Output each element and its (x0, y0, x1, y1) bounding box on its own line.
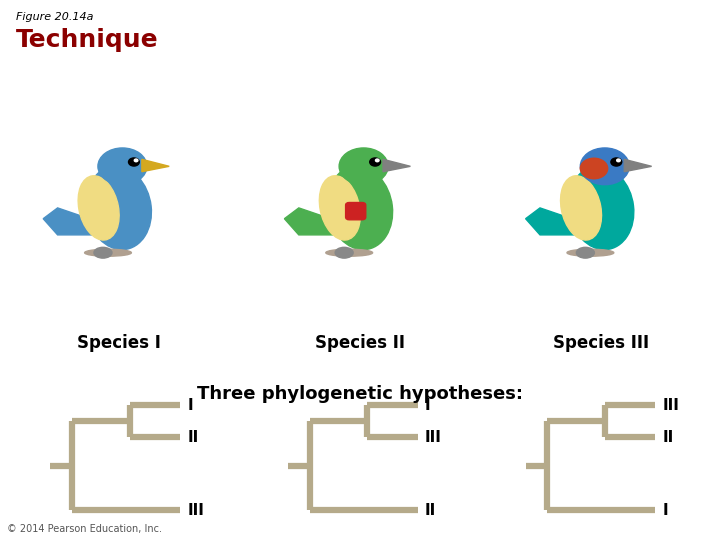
FancyBboxPatch shape (346, 202, 366, 220)
Text: Figure 20.14a: Figure 20.14a (16, 12, 94, 22)
Ellipse shape (336, 172, 391, 244)
Text: Species II: Species II (315, 334, 405, 352)
Circle shape (580, 148, 629, 185)
Circle shape (134, 159, 138, 162)
Polygon shape (383, 159, 410, 172)
Text: © 2014 Pearson Education, Inc.: © 2014 Pearson Education, Inc. (7, 523, 162, 534)
Circle shape (339, 148, 388, 185)
Ellipse shape (335, 247, 353, 258)
Ellipse shape (567, 249, 613, 256)
Ellipse shape (580, 158, 608, 179)
Polygon shape (624, 159, 652, 172)
Text: I: I (662, 503, 668, 518)
Text: I: I (187, 397, 193, 413)
Ellipse shape (95, 172, 150, 244)
Ellipse shape (561, 176, 601, 240)
Text: III: III (662, 397, 679, 413)
Ellipse shape (94, 247, 112, 258)
Text: II: II (425, 503, 436, 518)
Polygon shape (43, 208, 97, 235)
Circle shape (376, 159, 379, 162)
Ellipse shape (320, 176, 360, 240)
Text: II: II (187, 430, 199, 445)
Circle shape (370, 158, 380, 166)
Circle shape (98, 148, 147, 185)
Ellipse shape (325, 249, 373, 256)
Ellipse shape (78, 176, 119, 240)
Ellipse shape (85, 249, 132, 256)
Circle shape (617, 159, 621, 162)
Ellipse shape (577, 247, 595, 258)
Polygon shape (526, 208, 580, 235)
Ellipse shape (86, 166, 151, 249)
Ellipse shape (569, 166, 634, 249)
Text: I: I (425, 397, 431, 413)
Text: Species III: Species III (553, 334, 649, 352)
Text: Three phylogenetic hypotheses:: Three phylogenetic hypotheses: (197, 385, 523, 403)
Circle shape (611, 158, 621, 166)
Polygon shape (284, 208, 338, 235)
Ellipse shape (577, 172, 632, 244)
Text: III: III (187, 503, 204, 518)
Polygon shape (142, 159, 169, 172)
Text: II: II (662, 430, 674, 445)
Circle shape (128, 158, 140, 166)
Text: III: III (425, 430, 441, 445)
Text: Species I: Species I (77, 334, 161, 352)
Ellipse shape (328, 166, 392, 249)
Text: Technique: Technique (16, 28, 158, 52)
